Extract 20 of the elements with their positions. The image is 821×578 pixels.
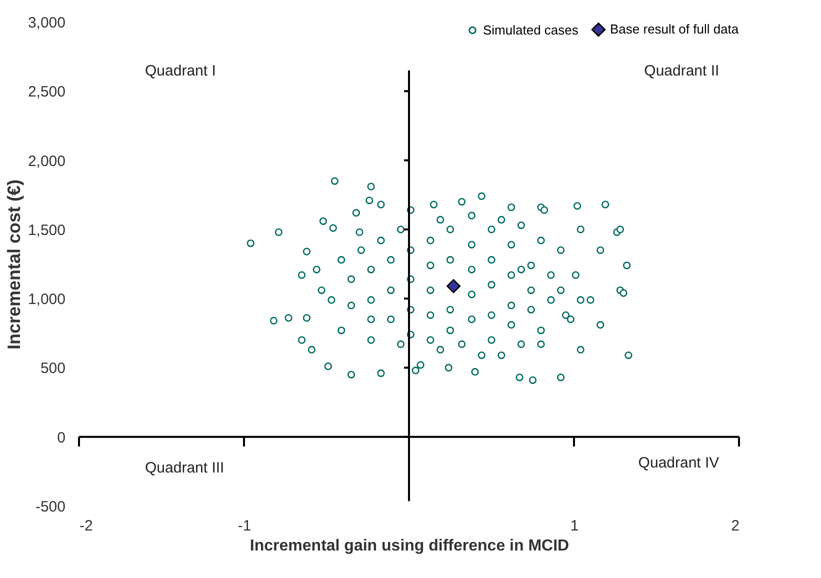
x-tick-label: -2 [80, 518, 93, 534]
y-tick-label: 1,500 [28, 222, 66, 239]
y-tick-label: 2,500 [28, 84, 66, 101]
annotation: Quadrant I [145, 62, 216, 80]
x-tick-label: 1 [570, 518, 579, 534]
x-axis-title: Incremental gain using difference in MCID [250, 538, 570, 554]
y-tick-label: 500 [40, 360, 66, 378]
y-tick-label: 1,000 [28, 291, 66, 308]
annotation: Quadrant IV [638, 454, 720, 472]
y-tick-label: 2,000 [28, 152, 66, 170]
annotation: Quadrant II [644, 62, 720, 80]
annotation: Quadrant III [145, 459, 224, 476]
y-tick-label: -500 [35, 498, 66, 516]
legend-label: Base result of full data [610, 22, 740, 37]
x-tick-label: 2 [731, 518, 740, 534]
y-tick-label: 3,000 [28, 14, 66, 32]
legend-label: Simulated cases [483, 22, 579, 38]
x-tick-label: -1 [238, 518, 252, 534]
y-tick-label: 0 [57, 429, 66, 446]
y-axis-title: Incremental cost (€) [4, 179, 24, 350]
